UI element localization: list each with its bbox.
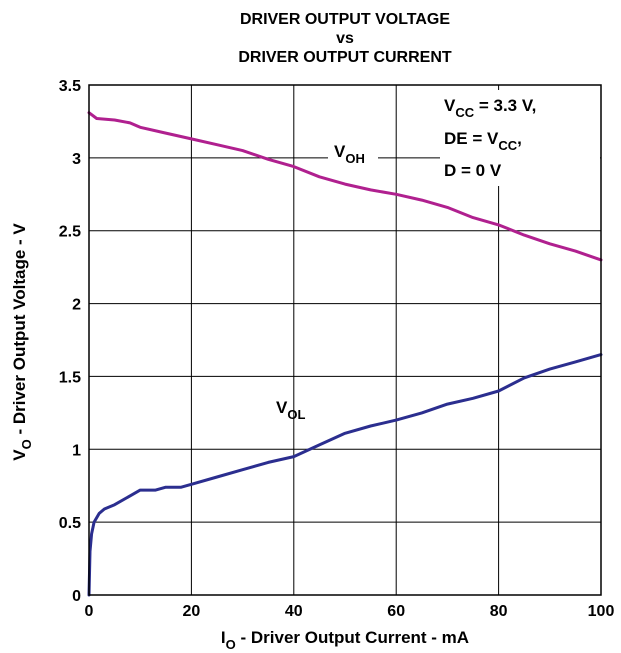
- x-tick-label: 60: [387, 603, 405, 620]
- series-line-oh: [87, 111, 603, 262]
- series-group: [87, 111, 603, 597]
- y-tick-label: 1: [72, 442, 81, 459]
- plot-area: [88, 84, 602, 596]
- y-tick-label: 2: [72, 297, 81, 314]
- series-line-ol: [87, 353, 603, 597]
- y-tick-label: 0: [72, 588, 81, 605]
- y-tick-label: 3: [72, 151, 81, 168]
- y-axis-label: VO - Driver Output Voltage - V: [10, 223, 34, 461]
- y-tick-labels: 0 0.5 1 1.5 2 2.5 3 3.5: [59, 78, 81, 605]
- x-tick-label: 100: [588, 603, 615, 620]
- y-tick-label: 0.5: [59, 515, 81, 532]
- chart-title-line-3: DRIVER OUTPUT CURRENT: [238, 49, 452, 66]
- x-tick-labels: 0 20 40 60 80 100: [85, 603, 615, 620]
- x-tick-label: 80: [490, 603, 508, 620]
- x-tick-label: 0: [85, 603, 94, 620]
- conditions-background: [440, 90, 600, 186]
- condition-d: D = 0 V: [444, 161, 502, 180]
- condition-de: DE = VCC,: [444, 129, 522, 153]
- chart-title-line-2: vs: [336, 30, 354, 47]
- chart-title-line-1: DRIVER OUTPUT VOLTAGE: [240, 11, 450, 28]
- voh-label-background: [328, 136, 378, 164]
- y-tick-label: 3.5: [59, 78, 81, 95]
- series-label-vol: VOL: [276, 398, 305, 422]
- condition-vcc: VCC = 3.3 V,: [444, 96, 536, 120]
- x-tick-label: 40: [285, 603, 303, 620]
- x-tick-label: 20: [183, 603, 201, 620]
- y-tick-label: 1.5: [59, 369, 81, 386]
- y-tick-label: 2.5: [59, 224, 81, 241]
- x-axis-label: IO - Driver Output Current - mA: [221, 628, 469, 652]
- series-label-voh: VOH: [334, 142, 365, 166]
